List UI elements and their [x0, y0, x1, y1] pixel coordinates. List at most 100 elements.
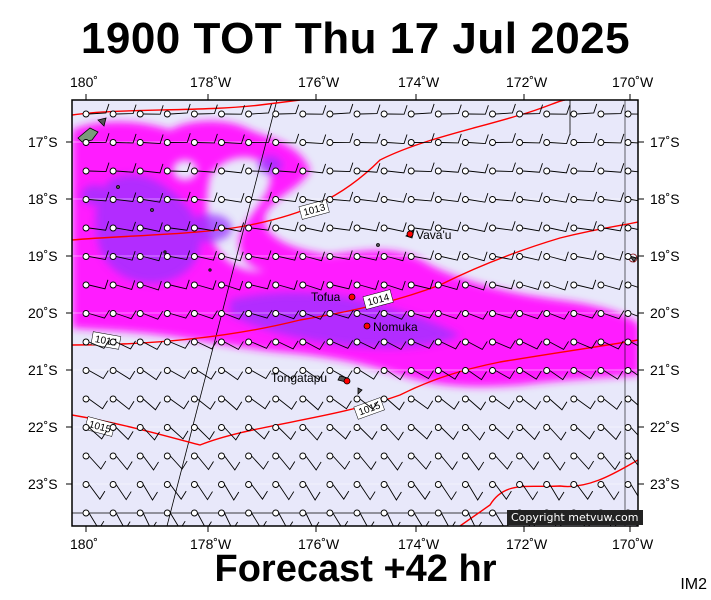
wind-barb-station — [109, 310, 117, 317]
wind-barb — [88, 484, 106, 500]
wind-barb-station — [136, 338, 144, 346]
wind-barb — [414, 191, 435, 202]
wind-barb-station — [218, 481, 225, 488]
wind-barb-station — [489, 424, 496, 431]
wind-barb-station — [245, 452, 253, 460]
wind-barb — [441, 192, 462, 203]
wind-barb-station — [597, 167, 605, 175]
wind-barb-station — [543, 281, 551, 289]
wind-barb-station — [624, 367, 632, 374]
wind-barb — [224, 398, 243, 411]
wind-barb — [413, 427, 433, 440]
wind-barb — [414, 309, 436, 319]
wind-barb-station — [624, 338, 632, 346]
wind-barb-station — [190, 367, 198, 374]
wind-barb-station — [407, 509, 415, 517]
wind-barb-station — [461, 310, 469, 317]
wind-barb-station — [272, 281, 280, 289]
wind-barb-station — [353, 338, 361, 346]
lat-label: 18˚S — [650, 191, 680, 207]
wind-barb — [441, 280, 461, 290]
wind-barb-station — [516, 367, 524, 374]
wind-barb-station — [163, 509, 171, 517]
wind-barb — [197, 192, 218, 203]
wind-barb — [414, 133, 435, 143]
lon-label: 174˚W — [398, 74, 440, 90]
wind-barb-station — [624, 224, 632, 232]
wind-barb-station — [570, 310, 578, 317]
wind-barb-station — [272, 110, 280, 118]
wind-barb-station — [218, 509, 225, 517]
wind-barb — [169, 427, 189, 440]
lon-label: 178˚W — [190, 74, 232, 90]
wind-barb — [278, 163, 300, 173]
wind-barb — [522, 250, 543, 261]
wind-barb — [143, 105, 164, 115]
wind-barb — [170, 370, 190, 380]
wind-barb — [576, 370, 597, 380]
bottom-longitude-labels: 180˚ 178˚W 176˚W 174˚W 172˚W 170˚W — [70, 536, 654, 552]
wind-barb-station — [299, 253, 307, 260]
wind-barbs — [82, 103, 638, 526]
wind-barb-station — [434, 196, 442, 203]
wind-barb — [197, 104, 218, 115]
wind-barb-station — [461, 281, 469, 289]
wind-barb — [522, 104, 544, 115]
wind-barb-station — [299, 452, 307, 460]
wind-barb-station — [163, 367, 171, 374]
wind-barb-station — [163, 196, 171, 203]
wind-barb — [630, 398, 638, 406]
wind-barb — [143, 280, 162, 291]
wind-barb-station — [407, 196, 415, 203]
wind-barb — [224, 222, 245, 232]
wind-barb-station — [299, 310, 307, 317]
wind-barb — [143, 251, 163, 262]
wind-barb-station — [543, 167, 551, 175]
wind-barb — [549, 398, 568, 411]
wind-barb-station — [272, 481, 280, 488]
wind-barb — [468, 163, 489, 174]
wind-barb-station — [272, 196, 280, 203]
wind-barb-station — [570, 139, 578, 146]
wind-barb — [305, 193, 326, 203]
wind-barb-station — [489, 224, 496, 232]
wind-barb — [143, 310, 164, 320]
wind-barb-station — [434, 509, 442, 517]
wind-barb-station — [461, 139, 469, 146]
wind-barb — [576, 103, 598, 115]
wind-barb-station — [434, 338, 442, 346]
wind-barb — [197, 398, 216, 410]
wind-barb-station — [407, 167, 415, 175]
wind-barb-station — [543, 481, 551, 488]
wind-barb-station — [163, 139, 171, 146]
wind-barb-station — [190, 338, 198, 346]
wind-barb — [603, 398, 623, 410]
wind-barb — [603, 221, 624, 232]
wind-barb-station — [624, 452, 632, 460]
wind-barb — [251, 191, 272, 202]
wind-barb — [522, 192, 543, 203]
wind-barb — [576, 455, 595, 470]
wind-barb-station — [326, 224, 334, 232]
wind-barb — [522, 455, 540, 471]
wind-barb — [278, 192, 299, 203]
wind-barb — [170, 279, 190, 290]
wind-barb-station — [299, 110, 307, 118]
wind-barb-station — [624, 395, 632, 403]
wind-barb — [251, 455, 269, 470]
wind-barb-station — [109, 224, 117, 232]
wind-barb — [305, 134, 327, 145]
wind-barb-station — [326, 481, 334, 488]
wind-barb — [576, 309, 598, 319]
wind-barb — [115, 484, 132, 501]
wind-barb-station — [218, 167, 225, 175]
wind-barb — [630, 227, 638, 230]
wind-barb — [88, 133, 110, 143]
wind-barb-station — [407, 424, 415, 431]
wind-barb — [197, 280, 217, 290]
wind-barb-station — [245, 139, 253, 146]
wind-barb-station — [353, 395, 361, 403]
wind-barb-station — [543, 310, 551, 317]
wind-barb — [251, 279, 271, 290]
wind-barb — [386, 484, 402, 501]
